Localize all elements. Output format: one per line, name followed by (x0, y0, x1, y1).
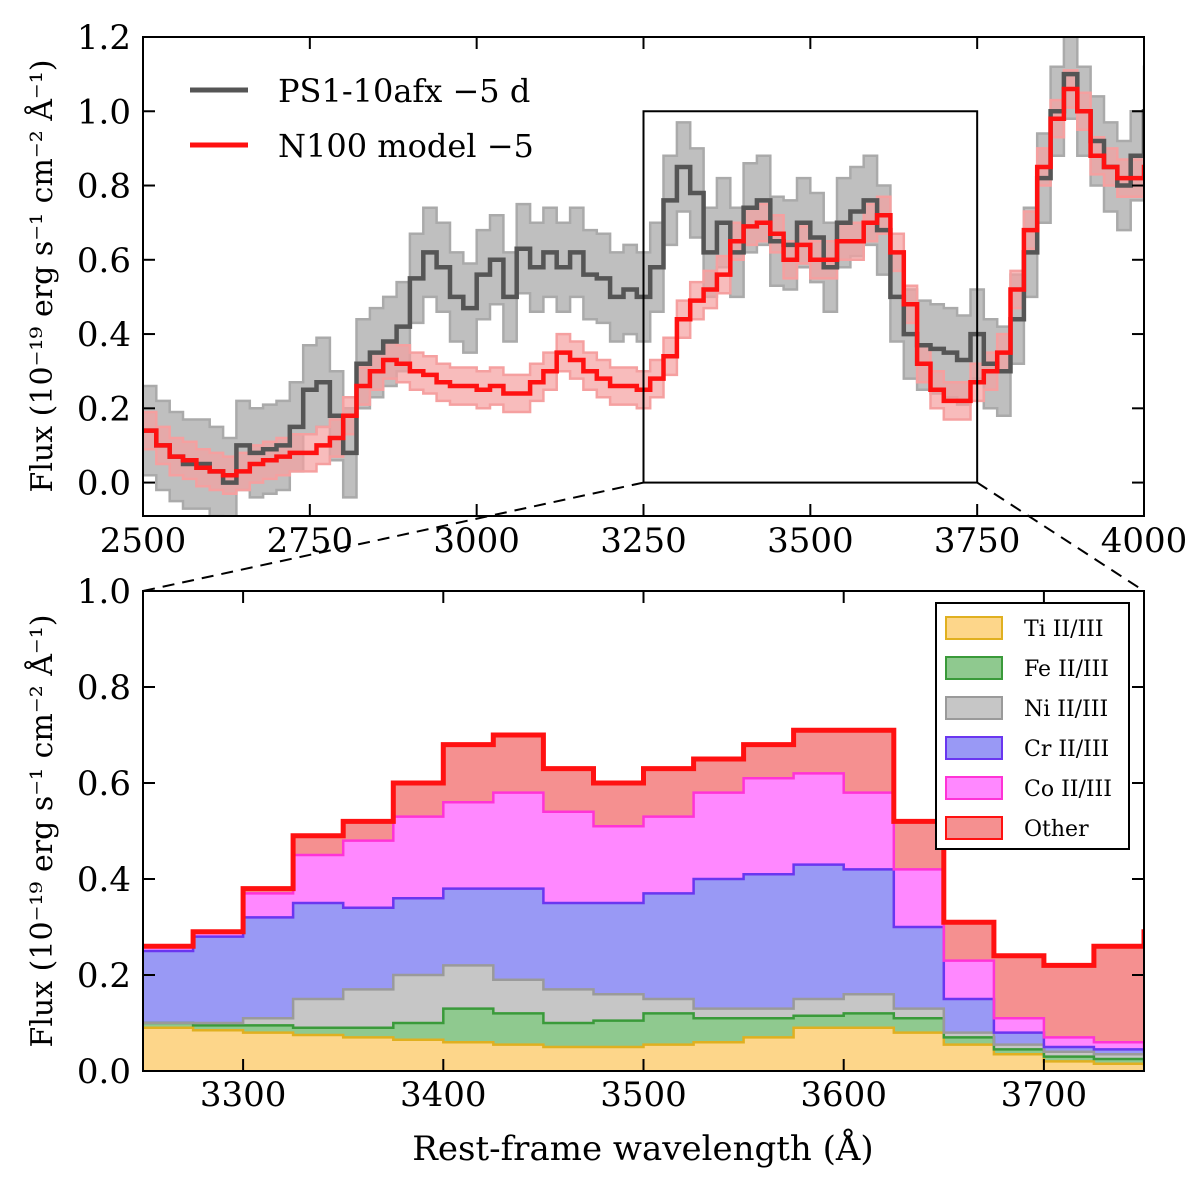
bottom-y-tick-label: 1.0 (77, 572, 131, 612)
bottom-y-tick-label: 0.8 (77, 668, 131, 708)
zoom-connectors (142, 481, 1145, 592)
top-x-tick-label: 4000 (1101, 521, 1188, 561)
legend-label-fe: Fe II/III (1024, 657, 1109, 682)
top-y-tick-label: 0.6 (77, 241, 131, 281)
bottom-y-tick-label: 0.0 (77, 1052, 131, 1092)
top-x-tick-label: 3250 (600, 521, 687, 561)
top-x-tick-label: 3750 (934, 521, 1021, 561)
legend-label-cr: Cr II/III (1024, 737, 1109, 762)
series-observed-line (143, 71, 1144, 485)
legend-label-other: Other (1024, 817, 1089, 842)
area-ti-edge (143, 1026, 1144, 1067)
legend-swatch-ti (945, 616, 1003, 640)
bottom-x-tick-label: 3500 (600, 1075, 687, 1115)
bottom-x-tick-label: 3300 (200, 1075, 287, 1115)
top-y-axis-label: Flux (10⁻¹⁹ erg s⁻¹ cm⁻² Å⁻¹) (24, 60, 60, 493)
bottom-x-tick-label: 3600 (800, 1075, 887, 1115)
area-cr-edge (143, 863, 1144, 1054)
top-y-tick-label: 1.2 (77, 18, 131, 58)
bottom-panel: 3300 3400 3500 3600 3700 0.0 0.2 0.4 0.6 0.8 1.0 F… (24, 572, 1145, 1169)
top-y-tick-label: 0.0 (77, 464, 131, 504)
top-panel: 2500 2750 3000 3250 3500 3750 40000.00.20.40.6… (24, 18, 1187, 561)
legend-swatch-ni (945, 696, 1003, 720)
top-y-tick-label: 1.0 (77, 92, 131, 132)
area-co-edge (143, 772, 1144, 1049)
zoom-connector-right (976, 481, 1145, 592)
legend-swatch-fe (945, 656, 1003, 680)
series-model-line (143, 86, 1144, 478)
zoom-connector-left (142, 481, 644, 592)
bottom-x-tick-label: 3700 (1001, 1075, 1088, 1115)
bottom-y-axis-label: Flux (10⁻¹⁹ erg s⁻¹ cm⁻² Å⁻¹) (24, 615, 60, 1048)
series-observed-band-upper-edge (143, 37, 1144, 440)
bottom-legend: Ti II/III Fe II/III Ni II/III Cr II/III Co I… (935, 602, 1130, 850)
top-x-tick-label: 3000 (433, 521, 520, 561)
top-y-tick-label: 0.4 (77, 315, 131, 355)
top-y-tick-label: 0.2 (77, 389, 131, 429)
area-other-edge (143, 727, 1144, 968)
series-model-band-lower-edge (143, 106, 1144, 495)
legend-label-model: N100 model −5 (278, 127, 534, 165)
top-x-tick-label: 2500 (100, 521, 187, 561)
top-x-tick-label: 3500 (767, 521, 854, 561)
bottom-x-tick-label: 3400 (400, 1075, 487, 1115)
bottom-legend-frame (935, 602, 1130, 850)
area-fe-edge (143, 1007, 1144, 1063)
legend-swatch-other (945, 816, 1003, 840)
legend-label-observed: PS1-10afx −5 d (278, 72, 530, 110)
legend-swatch-co (945, 776, 1003, 800)
zoom-box (642, 110, 979, 484)
top-y-tick-label: 0.8 (77, 167, 131, 207)
bottom-y-tick-label: 0.4 (77, 860, 131, 900)
bottom-y-tick-label: 0.2 (77, 956, 131, 996)
bottom-y-tick-label: 0.6 (77, 764, 131, 804)
legend-swatch-cr (945, 736, 1003, 760)
area-ni-edge (143, 964, 1144, 1058)
legend-label-ti: Ti II/III (1024, 617, 1104, 642)
x-axis-label: Rest-frame wavelength (Å) (412, 1128, 873, 1169)
top-legend: PS1-10afx −5 d N100 model −5 (190, 72, 534, 165)
legend-label-co: Co II/III (1024, 777, 1112, 802)
legend-label-ni: Ni II/III (1024, 697, 1108, 722)
